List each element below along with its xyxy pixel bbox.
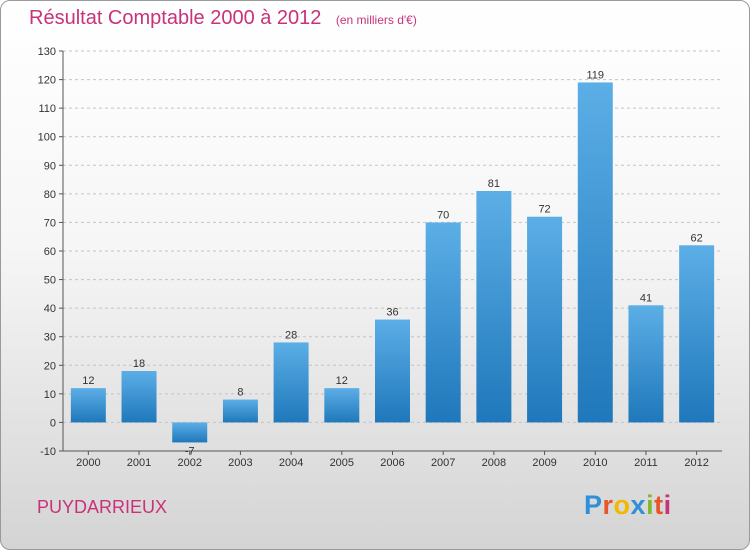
data-label: 36	[386, 307, 398, 319]
data-label: 119	[586, 69, 604, 81]
logo-letter: o	[613, 490, 631, 520]
x-tick-label: 2001	[127, 457, 151, 469]
x-tick-label: 2011	[634, 457, 658, 469]
data-label: 62	[691, 232, 703, 244]
data-label: 18	[133, 358, 145, 370]
y-tick-label: 80	[44, 189, 56, 201]
commune-name: PUYDARRIEUX	[37, 497, 168, 517]
x-tick-label: 2012	[684, 457, 708, 469]
bar	[222, 399, 258, 423]
bar	[628, 305, 664, 423]
x-tick-label: 2008	[482, 457, 506, 469]
logo-letter: x	[630, 490, 647, 520]
bar	[172, 422, 208, 443]
y-tick-label: 120	[38, 75, 56, 87]
y-tick-label: 40	[44, 303, 56, 315]
logo-letter: r	[602, 490, 614, 520]
x-tick-label: 2010	[583, 457, 607, 469]
bar	[324, 388, 360, 423]
logo-letter: t	[654, 490, 664, 520]
y-tick-label: 30	[44, 332, 56, 344]
data-label: 28	[285, 329, 297, 341]
proxiti-logo: Proxiti	[584, 490, 672, 521]
y-tick-label: 60	[44, 246, 56, 258]
y-tick-label: 20	[44, 360, 56, 372]
y-tick-label: 90	[44, 160, 56, 172]
y-tick-label: 0	[50, 417, 56, 429]
data-label: 41	[640, 292, 652, 304]
data-label: 72	[538, 204, 550, 216]
bar	[425, 222, 461, 423]
x-tick-label: 2007	[431, 457, 455, 469]
logo-letter: i	[663, 490, 672, 520]
logo-letter: P	[584, 490, 603, 520]
bar	[121, 371, 157, 423]
bar	[273, 342, 309, 423]
data-label: 12	[82, 375, 94, 387]
x-tick-label: 2009	[532, 457, 556, 469]
y-tick-label: 100	[38, 132, 56, 144]
x-tick-label: 2006	[380, 457, 404, 469]
y-tick-label: 70	[44, 217, 56, 229]
logo-letter: i	[646, 490, 655, 520]
y-tick-label: 10	[44, 389, 56, 401]
chart-title: Résultat Comptable 2000 à 2012 (en milli…	[29, 7, 417, 30]
chart-title-text: Résultat Comptable 2000 à 2012	[29, 7, 322, 29]
data-label: 12	[336, 375, 348, 387]
x-tick-label: 2004	[279, 457, 303, 469]
y-tick-label: 130	[38, 46, 56, 58]
bar	[70, 388, 106, 423]
data-label: 81	[488, 178, 500, 190]
bar	[375, 319, 410, 423]
y-tick-label: -10	[40, 446, 56, 458]
y-tick-label: 50	[44, 275, 56, 287]
y-tick-label: 110	[38, 103, 56, 115]
x-tick-label: 2000	[76, 457, 100, 469]
bar	[679, 245, 715, 423]
chart-unit: (en milliers d'€)	[335, 13, 417, 27]
x-tick-label: 2002	[177, 457, 201, 469]
x-tick-label: 2005	[330, 457, 354, 469]
bar	[476, 191, 512, 423]
data-label: 70	[437, 209, 449, 221]
x-tick-label: 2003	[228, 457, 252, 469]
data-label: 8	[237, 387, 243, 399]
bar	[527, 216, 563, 423]
bar	[577, 82, 613, 423]
